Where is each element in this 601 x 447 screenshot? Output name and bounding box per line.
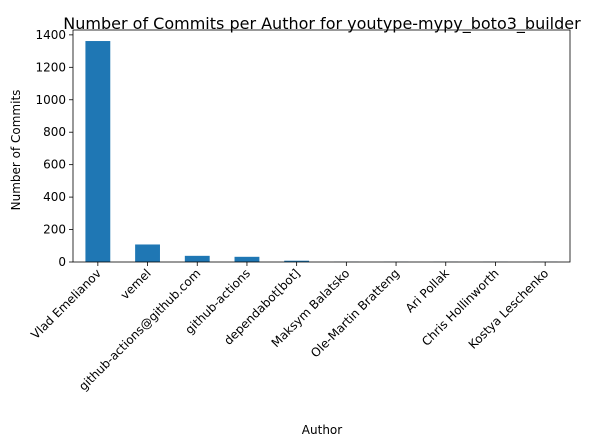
y-tick-label: 1200: [35, 60, 66, 74]
bar: [184, 255, 210, 262]
y-tick-label: 400: [43, 190, 66, 204]
bar: [284, 260, 310, 262]
x-tick-label: Vlad Emelianov: [28, 266, 104, 342]
plot-area: 0 200 400 600 800 1000 1200 1400 Vlad Emelianov v…: [28, 28, 571, 393]
y-tick-label: 0: [58, 255, 66, 269]
bar: [234, 256, 260, 262]
y-tick-label: 800: [43, 125, 66, 139]
y-tick-label: 1400: [35, 28, 66, 42]
x-axis-label: Author: [302, 423, 342, 437]
y-tick-label: 600: [43, 158, 66, 172]
bar: [85, 41, 111, 263]
y-tick-label: 1000: [35, 93, 66, 107]
x-tick-label: Ari Pollak: [403, 266, 452, 315]
bar: [135, 244, 160, 262]
y-axis-label: Number of Commits: [9, 90, 23, 211]
x-tick-label: Ole-Martin Bratteng: [308, 266, 402, 360]
x-tick-label: vemel: [118, 266, 154, 302]
axes-frame: [72, 29, 571, 263]
y-tick-label: 200: [43, 223, 66, 237]
chart-title: Number of Commits per Author for youtype…: [63, 14, 581, 34]
